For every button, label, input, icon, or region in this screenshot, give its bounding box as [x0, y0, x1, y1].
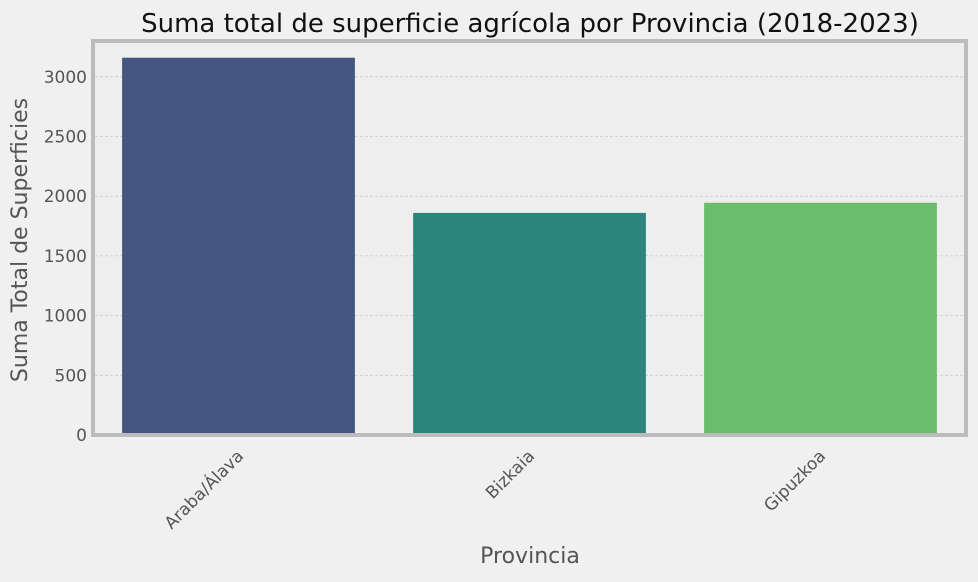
- bar-2: [704, 202, 937, 433]
- bar-0: [122, 57, 355, 434]
- x-axis-label: Provincia: [480, 544, 580, 569]
- y-tick-label: 2000: [44, 187, 87, 207]
- bar-1: [413, 212, 646, 433]
- y-tick-label: 1500: [44, 247, 87, 267]
- chart-title: Suma total de superficie agrícola por Pr…: [141, 9, 919, 39]
- bars: [122, 57, 937, 434]
- y-tick-label: 3000: [44, 68, 87, 88]
- y-tick-label: 1000: [44, 307, 87, 327]
- y-tick-label: 2500: [44, 128, 87, 148]
- y-axis-label: Suma Total de Superficies: [8, 98, 33, 382]
- y-tick-label: 0: [76, 426, 87, 446]
- y-tick-label: 500: [55, 366, 87, 386]
- y-axis-ticks: 0 500 1000 1500 2000 2500 3000: [44, 68, 87, 446]
